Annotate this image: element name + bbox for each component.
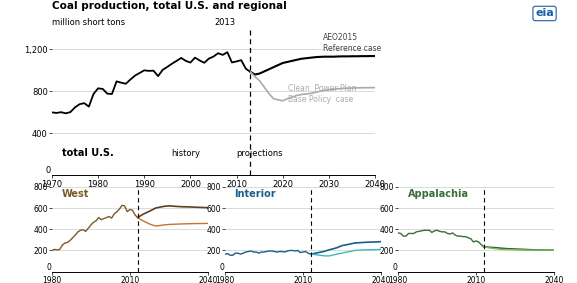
Text: eia: eia (535, 8, 554, 18)
Text: million short tons: million short tons (52, 18, 125, 27)
Text: 2013: 2013 (215, 18, 235, 27)
Text: 0: 0 (219, 263, 224, 272)
Text: West: West (61, 189, 89, 199)
Text: Coal production, total U.S. and regional: Coal production, total U.S. and regional (52, 1, 287, 11)
Text: AEO2015
Reference case: AEO2015 Reference case (323, 33, 381, 53)
Text: 0: 0 (392, 263, 398, 272)
Text: projections: projections (236, 149, 283, 158)
Text: Interior: Interior (234, 189, 276, 199)
Text: 0: 0 (45, 166, 50, 175)
Text: Appalachia: Appalachia (407, 189, 469, 199)
Text: history: history (171, 149, 201, 158)
Text: total U.S.: total U.S. (62, 148, 113, 158)
Text: 0: 0 (46, 263, 51, 272)
Text: Clean  Power Plan
Base Policy  case: Clean Power Plan Base Policy case (288, 84, 357, 104)
